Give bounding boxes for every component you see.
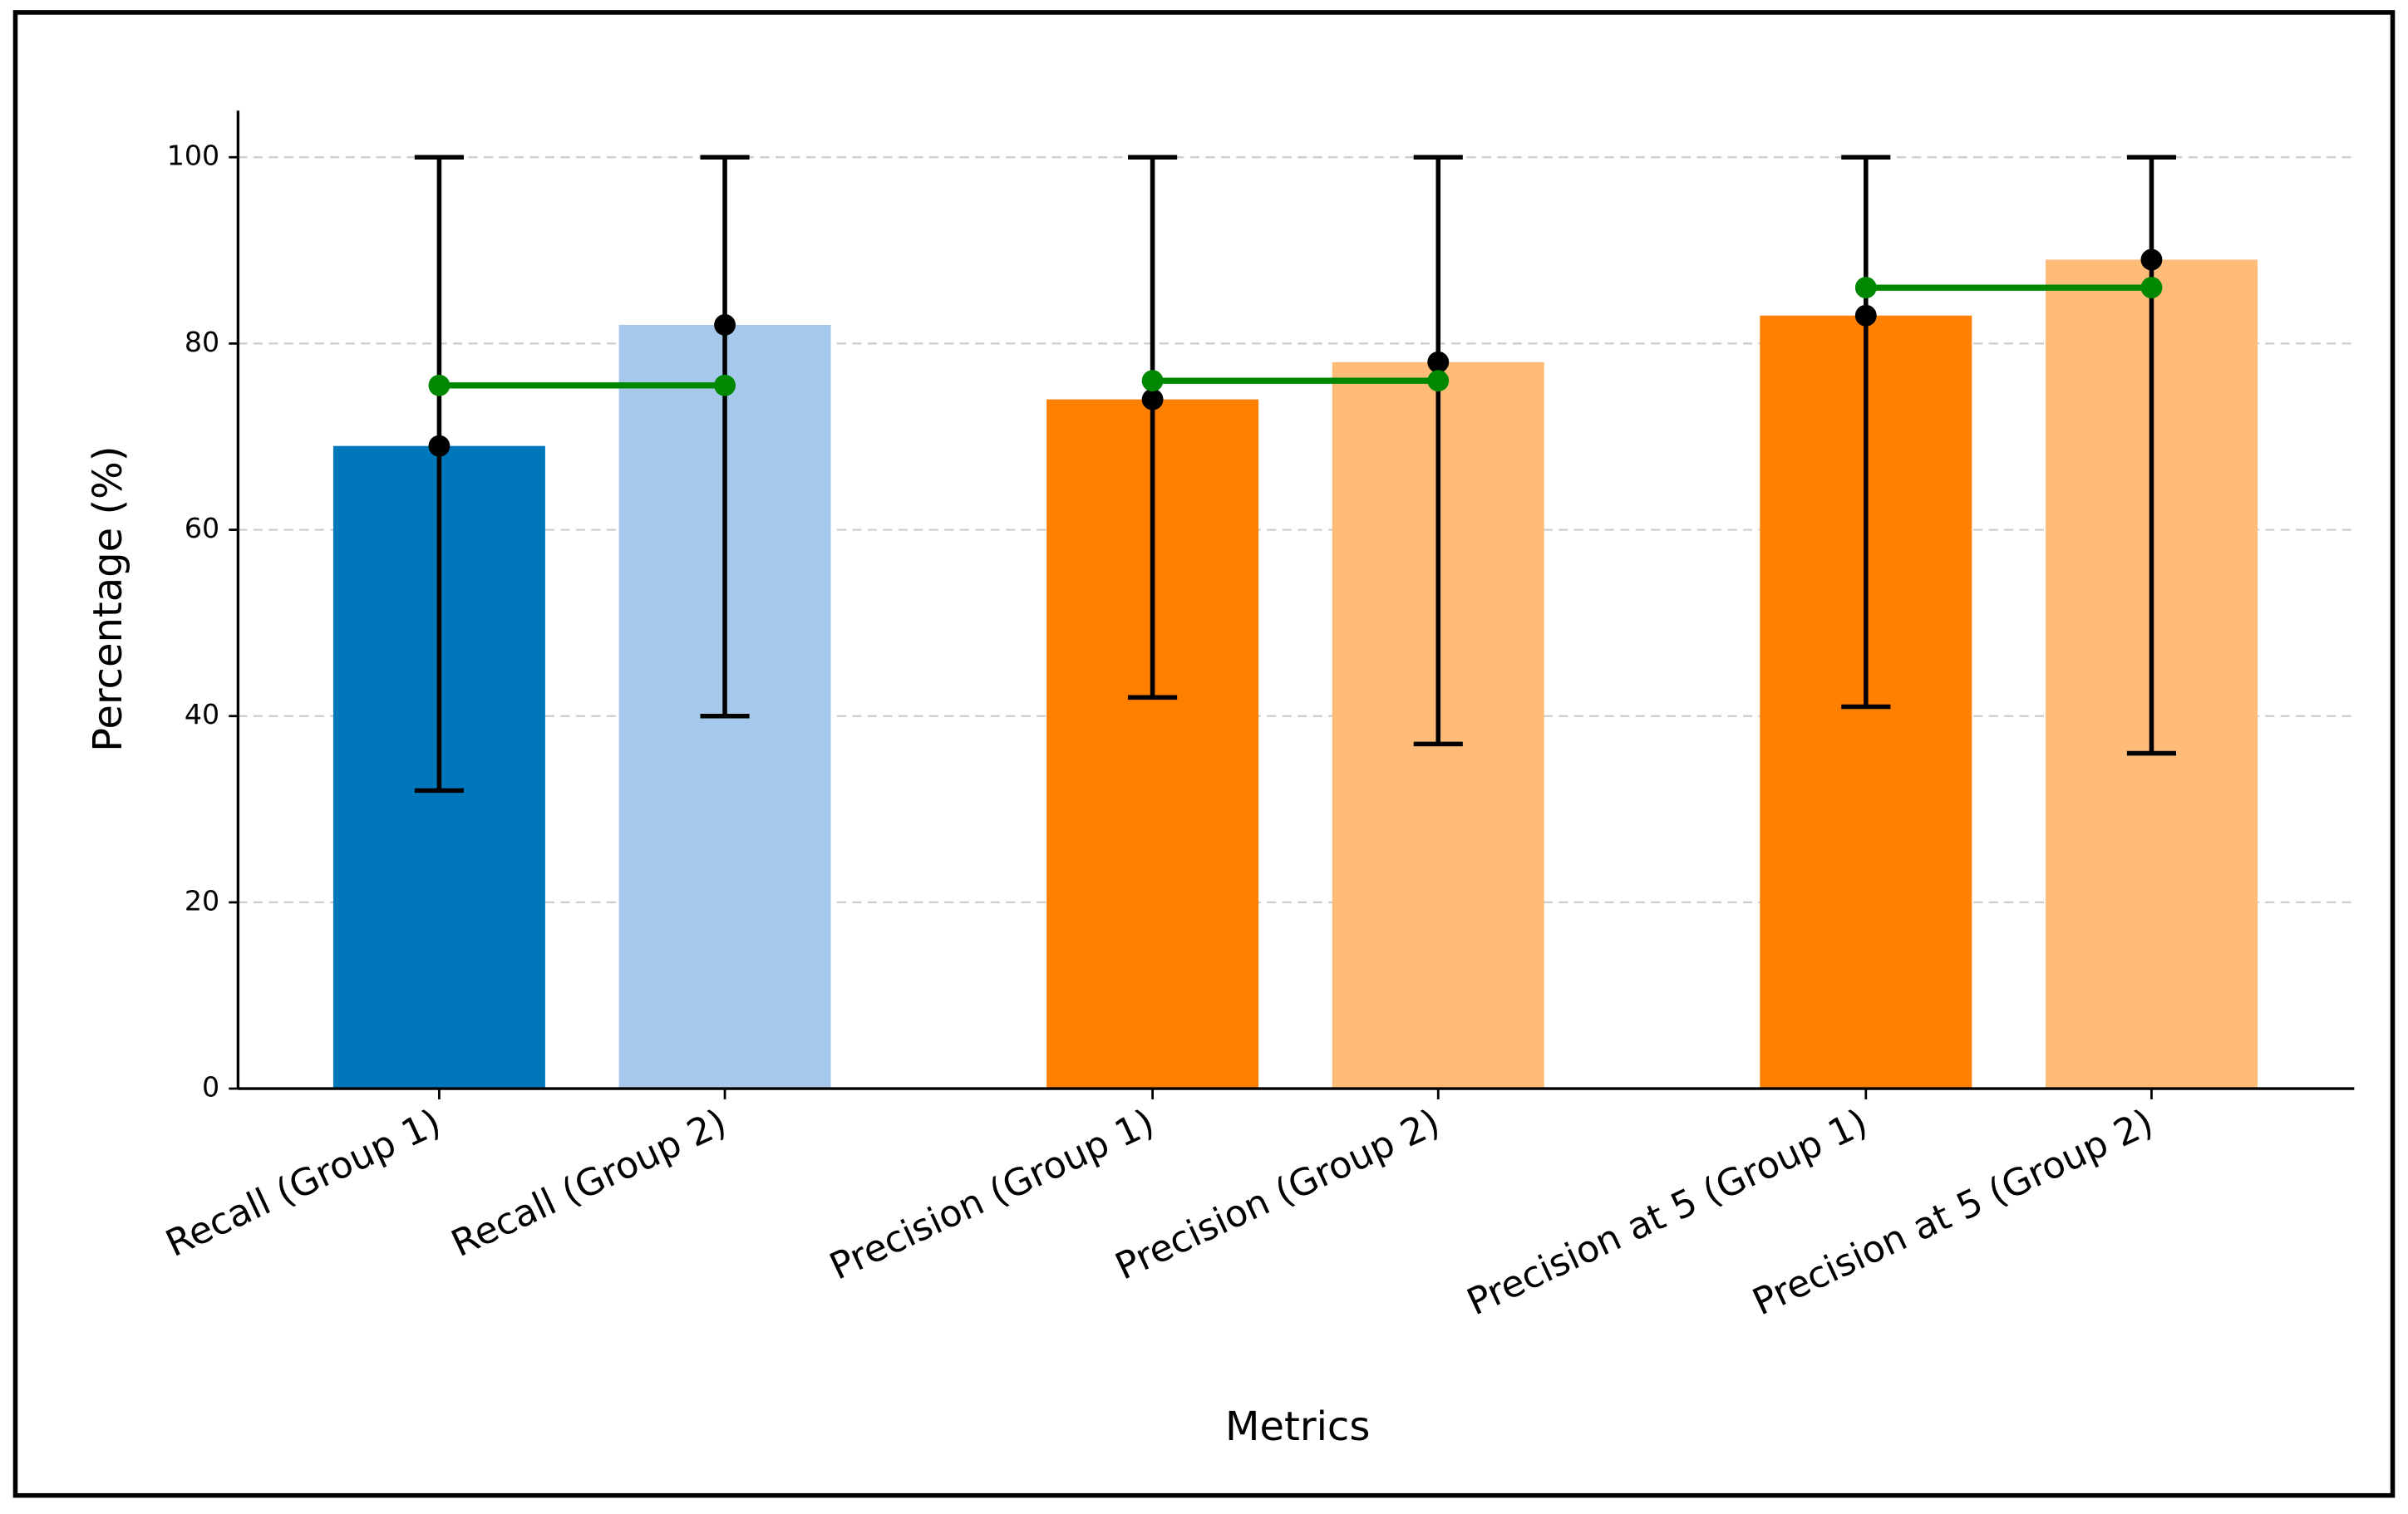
y-tick-label: 60 <box>185 512 219 544</box>
mean-dot <box>428 374 451 396</box>
value-dot <box>2140 248 2163 271</box>
value-dot <box>1141 388 1164 410</box>
mean-dot <box>2140 277 2163 299</box>
x-axis-label: Metrics <box>1225 1403 1370 1450</box>
y-tick-label: 0 <box>202 1071 219 1104</box>
mean-dot <box>1141 370 1164 392</box>
mean-dot <box>1854 277 1877 299</box>
y-axis-label: Percentage (%) <box>85 445 131 751</box>
value-dot <box>1854 304 1877 327</box>
y-tick-label: 100 <box>167 140 219 172</box>
y-tick-label: 20 <box>185 884 219 917</box>
value-dot <box>714 314 736 336</box>
y-tick-label: 80 <box>185 326 219 358</box>
value-dot <box>428 435 451 457</box>
mean-dot <box>714 374 736 396</box>
y-tick-label: 40 <box>185 698 219 730</box>
mean-dot <box>1427 370 1450 392</box>
value-dot <box>1427 351 1450 373</box>
